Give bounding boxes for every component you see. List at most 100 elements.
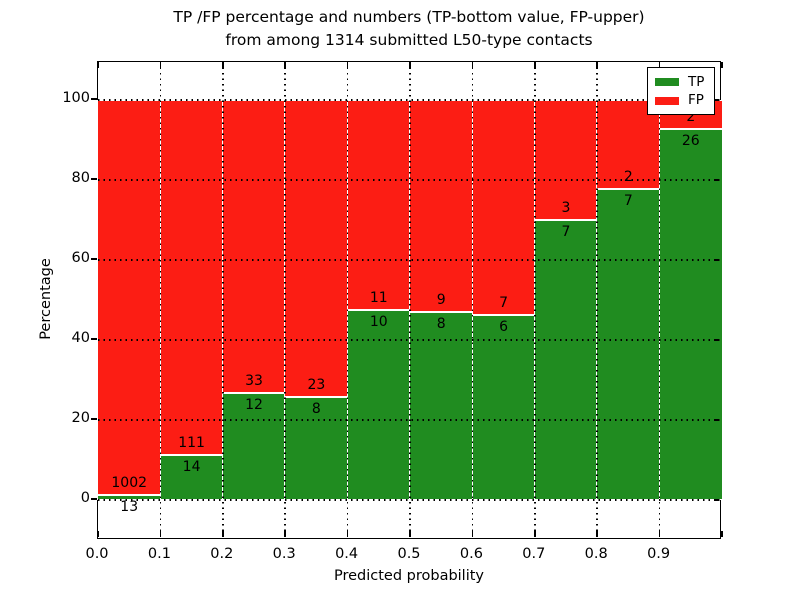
chart-title-line1: TP /FP percentage and numbers (TP-bottom… <box>173 8 645 26</box>
y-tick-mark <box>714 99 719 101</box>
tp-count-label: 8 <box>436 315 446 332</box>
y-gridline <box>98 179 720 181</box>
fp-count-label: 23 <box>307 376 326 393</box>
x-gridline <box>471 62 474 538</box>
x-tick-mark <box>409 62 411 68</box>
legend-entry-tp: TP <box>655 73 707 90</box>
fp-count-label: 7 <box>499 295 509 312</box>
fp-count-label: 1002 <box>111 474 148 491</box>
y-tick-mark <box>91 258 97 260</box>
x-tick-mark <box>658 531 661 537</box>
x-tick-mark <box>471 531 474 537</box>
x-tick-mark <box>159 62 162 68</box>
y-tick-mark <box>91 98 97 100</box>
x-tick-label: 0.8 <box>584 546 608 562</box>
y-tick-label: 60 <box>71 250 90 266</box>
tp-count-label: 13 <box>120 498 139 515</box>
x-gridline <box>409 62 411 538</box>
x-tick-mark <box>471 62 474 68</box>
y-tick-mark <box>714 419 719 421</box>
y-tick-label: 0 <box>80 490 90 506</box>
fp-count-label: 2 <box>686 108 696 125</box>
fp-bar-segment <box>284 100 349 397</box>
tp-count-label: 10 <box>369 313 388 330</box>
tp-count-label: 7 <box>623 192 633 209</box>
x-tick-mark <box>409 531 411 537</box>
legend-entry-fp: FP <box>655 93 707 108</box>
x-tick-mark <box>658 62 661 68</box>
fp-count-label: 111 <box>178 435 205 452</box>
x-axis-label: Predicted probability <box>333 568 485 584</box>
y-gridline <box>98 99 720 101</box>
y-gridline <box>98 259 720 261</box>
y-tick-label: 40 <box>71 330 90 346</box>
x-tick-label: 0.4 <box>335 546 359 562</box>
x-tick-label: 0.0 <box>85 546 109 562</box>
y-tick-mark <box>91 338 97 340</box>
fp-legend-label: FP <box>688 92 704 109</box>
tp-legend-swatch <box>655 78 679 87</box>
x-gridline <box>596 62 598 538</box>
y-gridline <box>98 339 720 341</box>
x-gridline <box>346 62 349 538</box>
x-tick-mark <box>721 531 723 537</box>
tp-bar-segment <box>534 220 598 500</box>
y-tick-mark <box>91 418 97 420</box>
tp-bar-segment <box>471 315 536 500</box>
x-tick-mark <box>596 531 598 537</box>
x-tick-mark <box>222 62 224 68</box>
tp-count-label: 26 <box>681 132 700 149</box>
y-tick-mark <box>714 499 719 501</box>
x-tick-label: 0.7 <box>522 546 546 562</box>
tp-bar-segment <box>658 128 723 500</box>
y-tick-label: 20 <box>71 410 90 426</box>
tp-count-label: 12 <box>245 397 263 414</box>
y-tick-label: 100 <box>62 90 90 106</box>
x-tick-mark <box>222 531 224 537</box>
y-gridline <box>98 419 720 421</box>
x-gridline <box>222 62 224 538</box>
tp-count-label: 8 <box>311 400 321 417</box>
x-tick-mark <box>284 531 286 537</box>
fp-count-label: 11 <box>369 289 388 306</box>
fp-legend-swatch <box>655 96 679 105</box>
x-tick-mark <box>346 531 349 537</box>
x-tick-mark <box>97 62 99 68</box>
fp-count-label: 2 <box>623 168 633 185</box>
tp-bar-segment <box>596 188 661 500</box>
fp-bar-segment <box>346 100 411 310</box>
x-gridline <box>159 62 162 538</box>
y-gridline <box>98 499 720 501</box>
y-tick-mark <box>714 259 719 261</box>
x-tick-label: 0.3 <box>272 546 296 562</box>
tp-count-label: 7 <box>561 224 571 240</box>
y-tick-label: 80 <box>71 170 90 186</box>
x-tick-label: 0.1 <box>147 546 171 562</box>
x-gridline <box>284 62 286 538</box>
x-tick-mark <box>284 62 286 68</box>
y-tick-mark <box>91 178 97 180</box>
fp-bar-segment <box>409 100 474 312</box>
plot-area: TP FP 1002 13 111 14 33 12 23 8 11 10 9 8 7 6 3 7 2 7 2 26 <box>97 61 723 539</box>
fp-bar-segment <box>222 100 286 394</box>
chart-title-line2: from among 1314 submitted L50-type conta… <box>225 31 593 49</box>
tp-legend-label: TP <box>688 73 705 90</box>
legend: TP FP <box>647 67 715 115</box>
tp-count-label: 6 <box>499 319 509 336</box>
x-tick-label: 0.2 <box>210 546 234 562</box>
x-tick-label: 0.5 <box>397 546 421 562</box>
x-tick-mark <box>346 62 349 68</box>
fp-count-label: 9 <box>436 291 446 308</box>
tp-count-label: 14 <box>182 459 201 476</box>
x-tick-mark <box>97 531 99 537</box>
x-tick-mark <box>534 531 536 537</box>
fp-count-label: 33 <box>245 373 263 390</box>
fp-bar-segment <box>97 100 162 495</box>
fp-count-label: 3 <box>561 200 571 216</box>
y-tick-mark <box>714 179 719 181</box>
fp-bar-segment <box>471 100 536 316</box>
y-tick-mark <box>91 498 97 500</box>
fp-bar-segment <box>159 100 224 456</box>
x-gridline <box>534 62 536 538</box>
